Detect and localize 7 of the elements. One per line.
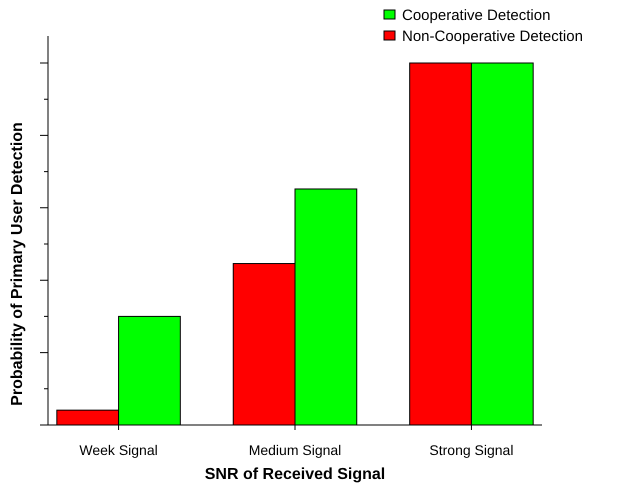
legend-label: Non-Cooperative Detection xyxy=(402,28,583,45)
x-axis-title: SNR of Received Signal xyxy=(204,466,386,483)
y-axis-title: Probability of Primary User Detection xyxy=(9,122,26,406)
x-tick-label: Medium Signal xyxy=(248,442,342,458)
x-tick-label: Week Signal xyxy=(79,442,158,458)
legend-label: Cooperative Detection xyxy=(402,7,550,24)
x-tick-label: Strong Signal xyxy=(429,442,514,458)
